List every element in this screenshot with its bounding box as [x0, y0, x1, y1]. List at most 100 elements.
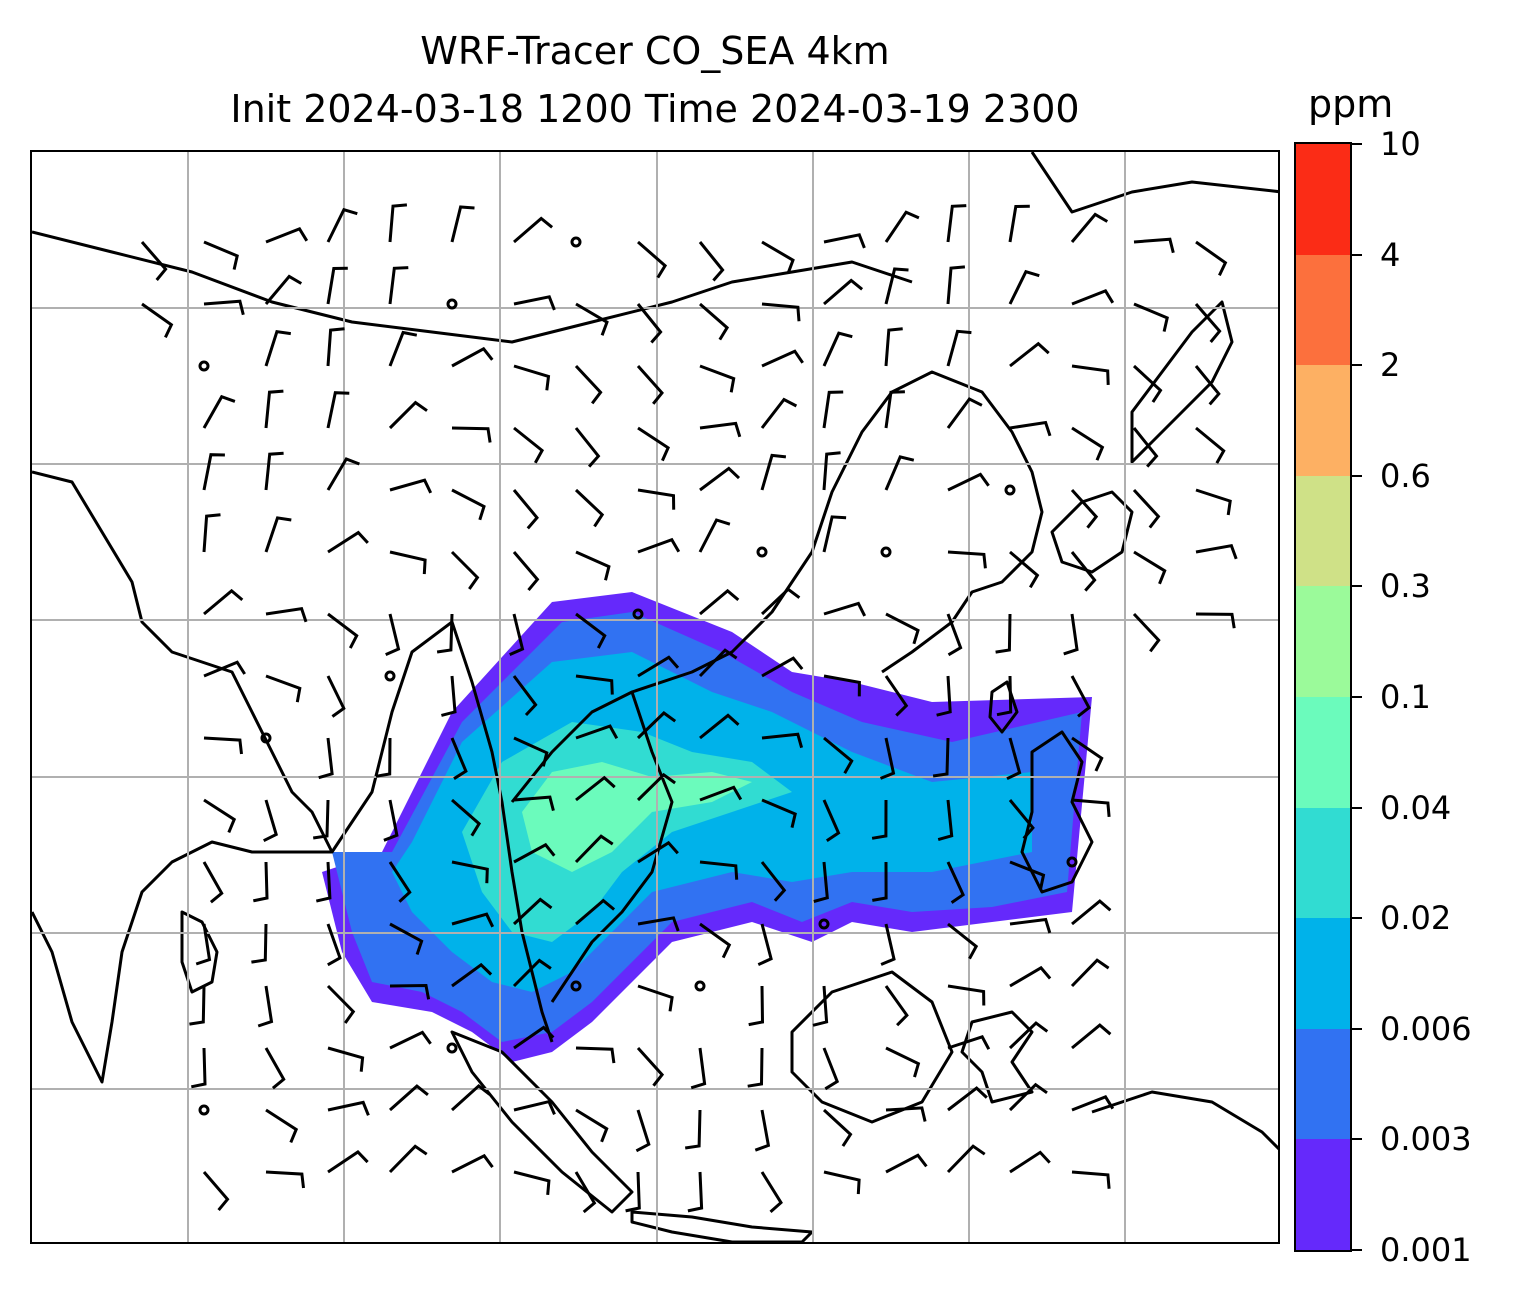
wind-barb [636, 303, 663, 344]
wind-barb [760, 587, 801, 616]
wind-barb [574, 488, 605, 528]
wind-barb [1194, 365, 1221, 406]
wind-barb [823, 674, 861, 697]
coastline-china [631, 370, 1044, 694]
wind-barb [699, 466, 741, 492]
wind-barb [202, 861, 224, 904]
wind-barb [946, 613, 963, 657]
calm-wind-circle [570, 980, 582, 992]
wind-barb [637, 916, 680, 932]
wind-barb [389, 1030, 432, 1050]
colorbar-tick [1352, 1249, 1362, 1251]
wind-barb [326, 266, 348, 305]
wind-barb [264, 1047, 286, 1090]
wind-barb [823, 233, 866, 249]
wind-barb [936, 675, 952, 717]
colorbar-tick [1352, 585, 1362, 588]
colorbar-tick-label: 4 [1380, 235, 1401, 274]
wind-barb [389, 478, 433, 494]
wind-barb [451, 1153, 494, 1174]
wind-barb [203, 798, 237, 833]
wind-barb [637, 240, 668, 279]
wind-barb [326, 984, 356, 1024]
wind-barb [513, 364, 551, 391]
wind-barb [698, 518, 731, 553]
wind-barb [823, 601, 867, 617]
calm-wind-circle [446, 1042, 458, 1054]
colorbar-tick [1352, 253, 1362, 256]
wind-barb [385, 613, 401, 656]
wind-barb [451, 912, 495, 928]
wind-barb [513, 736, 549, 767]
wind-barb [823, 278, 864, 306]
wind-barb [203, 660, 246, 678]
coastline-srilanka [180, 910, 219, 994]
colorbar-tick [1352, 474, 1362, 477]
colorbar-segment [1296, 917, 1350, 1029]
wind-barb [637, 537, 681, 554]
wind-barb [822, 331, 853, 367]
wind-barb [761, 302, 801, 322]
wind-barb [388, 203, 408, 243]
wind-barb [690, 1047, 707, 1090]
wind-barb [1133, 550, 1167, 585]
wind-barb [884, 327, 903, 367]
wind-barb [265, 1170, 305, 1189]
wind-barb [263, 799, 278, 843]
wind-barb [326, 675, 346, 718]
wind-barb [512, 551, 540, 592]
wind-barb [575, 1046, 616, 1064]
coastline-sumatra [450, 1030, 634, 1214]
wind-barb [388, 266, 409, 305]
wind-barb [1132, 612, 1161, 653]
wind-barb [947, 1086, 988, 1112]
wind-barb [1195, 240, 1228, 277]
wind-barb [932, 737, 950, 778]
wind-barb [946, 1144, 986, 1174]
wind-barb [575, 898, 616, 926]
wind-barb [872, 861, 888, 902]
colorbar [1294, 142, 1352, 1252]
wind-barb [513, 1099, 556, 1115]
wind-barb [195, 923, 212, 966]
wind-barb [326, 923, 342, 967]
wind-barb [575, 550, 611, 581]
wind-barb [884, 210, 920, 243]
colorbar-tick-label: 0.006 [1380, 1009, 1472, 1048]
colorbar-segment [1296, 807, 1350, 919]
wind-barb [1063, 613, 1079, 656]
wind-barb [326, 207, 358, 243]
colorbar-tick-label: 0.3 [1380, 567, 1431, 606]
colorbar-tick [1352, 143, 1362, 145]
wind-barb [202, 453, 225, 491]
wind-barb [699, 922, 732, 959]
colorbar-segment [1296, 696, 1350, 808]
wind-barb [747, 1047, 764, 1088]
colorbar-segment [1296, 475, 1350, 587]
colorbar-segment [1296, 1138, 1350, 1250]
colorbar-segment [1296, 254, 1350, 366]
wind-barb [995, 613, 1012, 654]
wind-barb [1195, 612, 1236, 629]
wind-barb [265, 674, 302, 703]
wind-barb [450, 737, 468, 780]
calm-wind-circle [756, 546, 768, 558]
wind-barb [698, 648, 738, 678]
wind-barb [687, 1171, 704, 1213]
wind-barb [1009, 341, 1050, 368]
wind-barb [450, 550, 480, 590]
wind-barb [760, 397, 798, 429]
map-panel[interactable] [30, 150, 1280, 1244]
wind-barb [1195, 488, 1232, 516]
wind-barb [1132, 364, 1163, 403]
plume-level-5 [522, 762, 752, 872]
colorbar-tick-label: 10 [1380, 125, 1421, 163]
wind-barb [879, 737, 896, 780]
wind-barb [1006, 737, 1022, 781]
colorbar-tick-label: 0.003 [1380, 1120, 1472, 1159]
wind-barb [203, 588, 244, 616]
wind-barb [257, 985, 274, 1028]
wind-barb [946, 265, 966, 305]
wind-barb [575, 612, 607, 649]
wind-barb [202, 394, 236, 429]
